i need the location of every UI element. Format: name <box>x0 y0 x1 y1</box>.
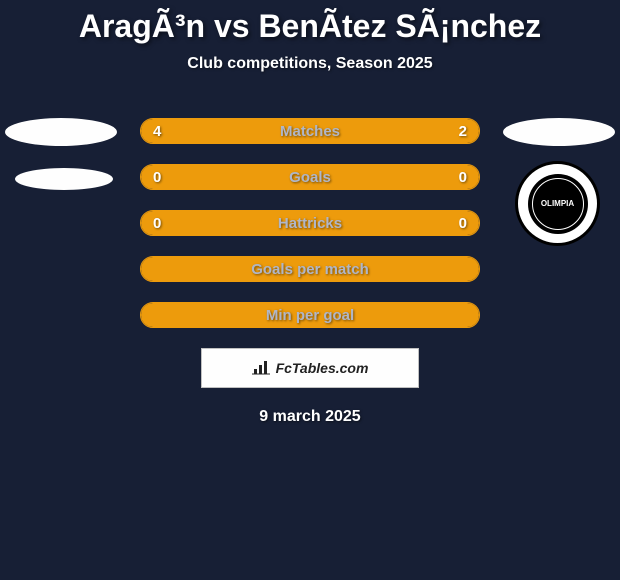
club-badge: OLIMPIA <box>508 161 608 246</box>
header: AragÃ³n vs BenÃ­tez SÃ¡nchez Club compet… <box>0 0 620 73</box>
stat-label: Hattricks <box>278 215 342 232</box>
left-player-badges <box>5 118 117 190</box>
stat-label: Goals <box>289 169 331 186</box>
stat-fill-right <box>310 165 479 189</box>
stat-value-left: 0 <box>153 215 161 232</box>
player-badge-oval <box>503 118 615 146</box>
page-subtitle: Club competitions, Season 2025 <box>0 55 620 73</box>
attribution-text: FcTables.com <box>252 359 369 378</box>
stat-label: Goals per match <box>251 261 369 278</box>
badge-inner-circle: OLIMPIA <box>528 174 588 234</box>
stat-value-left: 4 <box>153 123 161 140</box>
stat-row-min-per-goal: Min per goal <box>140 302 480 328</box>
badge-text: OLIMPIA <box>541 199 574 208</box>
player-badge-oval <box>15 168 113 190</box>
player-badge-oval <box>5 118 117 146</box>
right-player-badges: OLIMPIA <box>503 118 615 246</box>
stat-label: Min per goal <box>266 307 354 324</box>
stat-value-left: 0 <box>153 169 161 186</box>
attribution-box: FcTables.com <box>201 348 419 388</box>
stat-label: Matches <box>280 123 340 140</box>
attribution-label: FcTables.com <box>276 360 369 376</box>
stat-row-matches: 4 Matches 2 <box>140 118 480 144</box>
stat-row-goals: 0 Goals 0 <box>140 164 480 190</box>
stat-row-goals-per-match: Goals per match <box>140 256 480 282</box>
stat-row-hattricks: 0 Hattricks 0 <box>140 210 480 236</box>
stat-value-right: 2 <box>459 123 467 140</box>
chart-icon <box>252 359 272 378</box>
page-title: AragÃ³n vs BenÃ­tez SÃ¡nchez <box>0 8 620 45</box>
stats-rows: 4 Matches 2 0 Goals 0 0 Hattricks 0 Goal… <box>140 118 480 328</box>
stat-value-right: 0 <box>459 169 467 186</box>
date-text: 9 march 2025 <box>0 408 620 426</box>
stats-container: OLIMPIA 4 Matches 2 0 Goals 0 0 Hattrick… <box>0 118 620 328</box>
stat-value-right: 0 <box>459 215 467 232</box>
badge-outer-circle: OLIMPIA <box>515 161 600 246</box>
stat-fill-left <box>141 165 310 189</box>
